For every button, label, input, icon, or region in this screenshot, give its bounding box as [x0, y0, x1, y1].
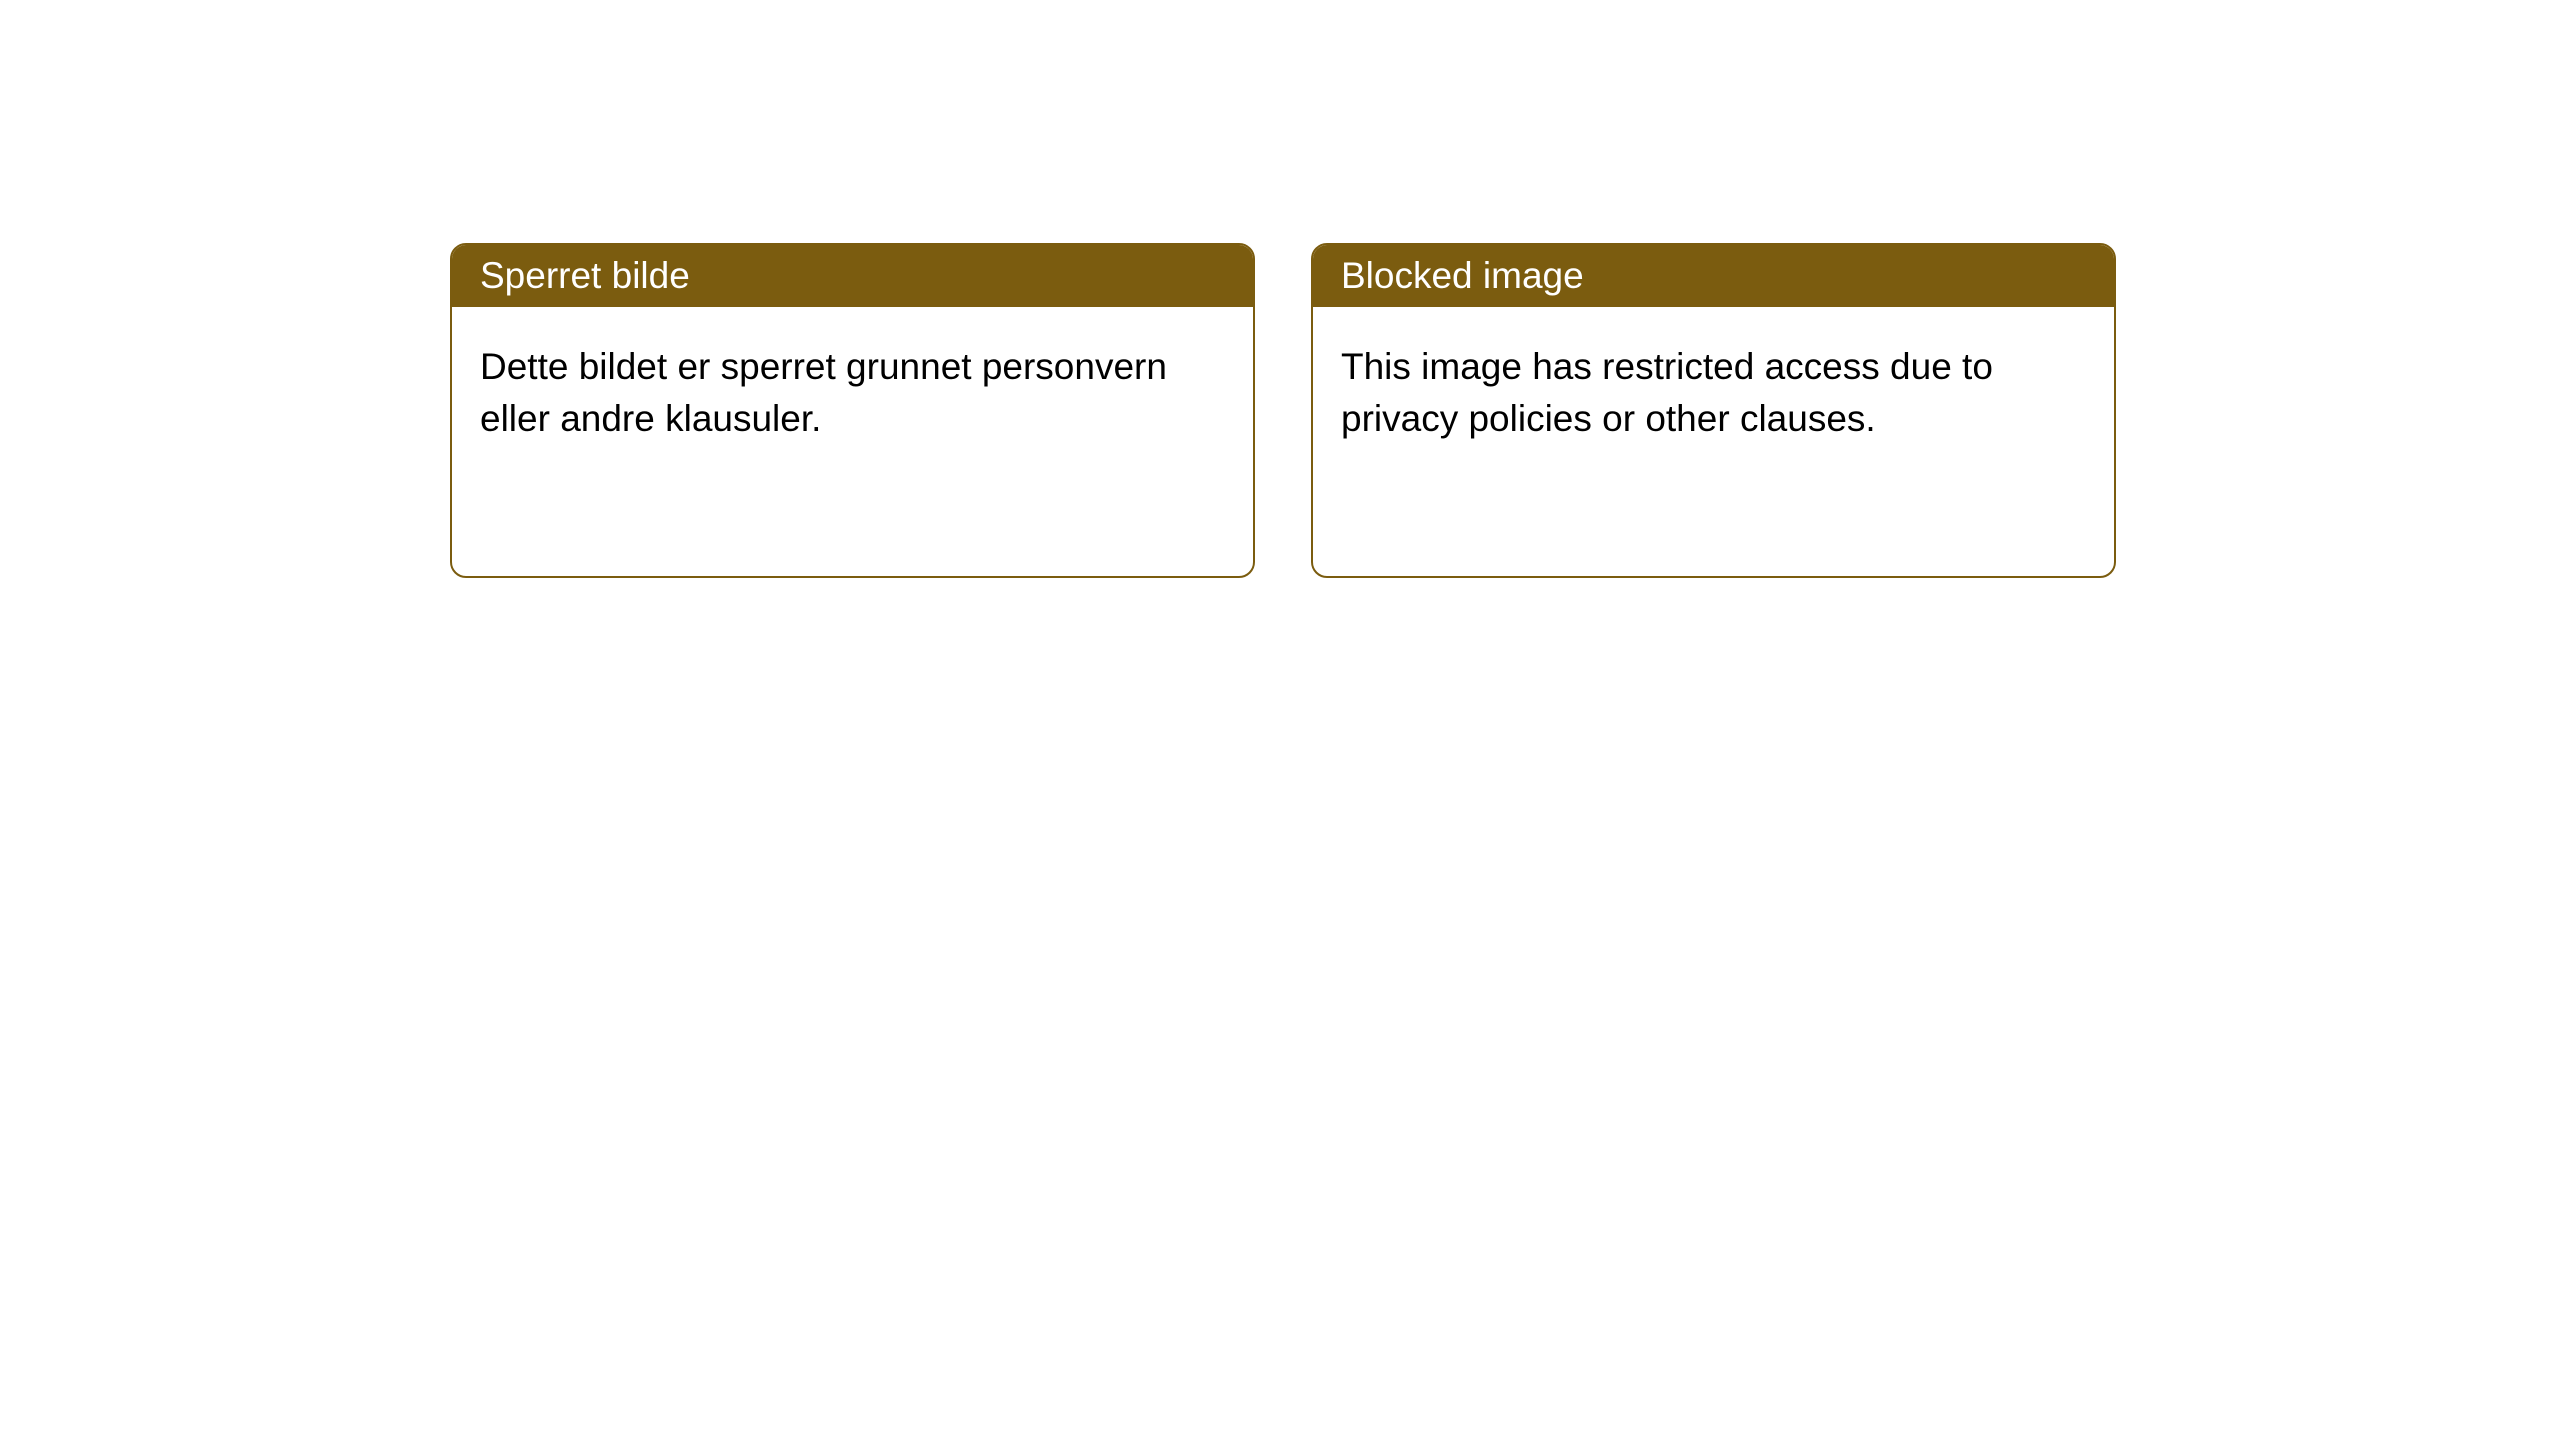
- notice-card-english: Blocked image This image has restricted …: [1311, 243, 2116, 578]
- notice-body: Dette bildet er sperret grunnet personve…: [452, 307, 1253, 479]
- notice-header: Blocked image: [1313, 245, 2114, 307]
- notice-body: This image has restricted access due to …: [1313, 307, 2114, 479]
- notice-container: Sperret bilde Dette bildet er sperret gr…: [0, 0, 2560, 578]
- notice-header: Sperret bilde: [452, 245, 1253, 307]
- notice-card-norwegian: Sperret bilde Dette bildet er sperret gr…: [450, 243, 1255, 578]
